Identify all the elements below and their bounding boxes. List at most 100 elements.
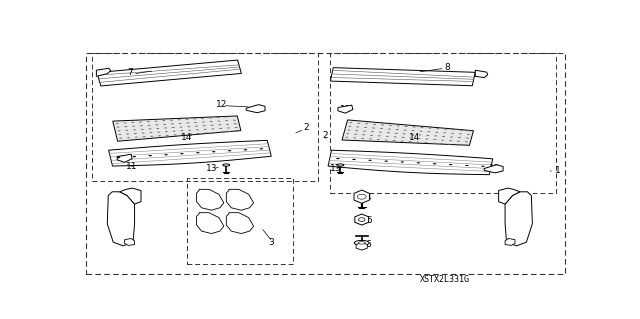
Ellipse shape bbox=[157, 132, 160, 133]
Ellipse shape bbox=[228, 150, 231, 152]
Ellipse shape bbox=[412, 130, 415, 131]
Ellipse shape bbox=[173, 131, 175, 132]
Ellipse shape bbox=[212, 151, 216, 152]
Polygon shape bbox=[356, 243, 367, 250]
Ellipse shape bbox=[377, 139, 380, 140]
Ellipse shape bbox=[363, 130, 366, 132]
Ellipse shape bbox=[125, 130, 128, 131]
Ellipse shape bbox=[143, 136, 145, 137]
Ellipse shape bbox=[403, 133, 406, 134]
Ellipse shape bbox=[428, 128, 431, 129]
Ellipse shape bbox=[426, 138, 428, 139]
Text: 11: 11 bbox=[126, 161, 138, 171]
Polygon shape bbox=[505, 192, 532, 246]
Ellipse shape bbox=[355, 130, 358, 131]
Ellipse shape bbox=[141, 129, 144, 130]
Ellipse shape bbox=[195, 126, 198, 127]
Polygon shape bbox=[125, 239, 134, 245]
Ellipse shape bbox=[426, 135, 429, 136]
Ellipse shape bbox=[440, 143, 443, 144]
Ellipse shape bbox=[353, 137, 356, 138]
Ellipse shape bbox=[196, 129, 199, 130]
Ellipse shape bbox=[148, 129, 152, 130]
Ellipse shape bbox=[118, 130, 120, 131]
Ellipse shape bbox=[150, 136, 154, 137]
Ellipse shape bbox=[140, 125, 143, 126]
Text: 8: 8 bbox=[444, 63, 450, 72]
Ellipse shape bbox=[370, 135, 373, 136]
Ellipse shape bbox=[244, 149, 247, 150]
Polygon shape bbox=[108, 192, 134, 246]
Text: 6: 6 bbox=[366, 240, 372, 249]
Ellipse shape bbox=[205, 132, 207, 134]
Text: 1: 1 bbox=[555, 167, 561, 175]
Ellipse shape bbox=[204, 129, 207, 130]
Polygon shape bbox=[97, 68, 111, 76]
Ellipse shape bbox=[449, 164, 452, 165]
Ellipse shape bbox=[402, 137, 404, 138]
Polygon shape bbox=[109, 140, 271, 166]
Ellipse shape bbox=[373, 124, 376, 125]
Ellipse shape bbox=[466, 137, 469, 138]
Ellipse shape bbox=[118, 134, 122, 135]
Ellipse shape bbox=[126, 133, 129, 134]
Ellipse shape bbox=[119, 137, 122, 138]
Ellipse shape bbox=[388, 129, 391, 130]
Ellipse shape bbox=[180, 127, 182, 128]
Polygon shape bbox=[227, 189, 253, 210]
Ellipse shape bbox=[124, 122, 127, 123]
Ellipse shape bbox=[188, 126, 190, 127]
Ellipse shape bbox=[417, 138, 420, 139]
Ellipse shape bbox=[395, 133, 397, 134]
Ellipse shape bbox=[401, 141, 404, 142]
Ellipse shape bbox=[410, 134, 413, 135]
Ellipse shape bbox=[436, 128, 439, 129]
Ellipse shape bbox=[186, 119, 189, 120]
Text: 4: 4 bbox=[366, 193, 371, 203]
Ellipse shape bbox=[154, 121, 157, 122]
Ellipse shape bbox=[219, 128, 222, 129]
Ellipse shape bbox=[364, 127, 367, 128]
Ellipse shape bbox=[124, 126, 127, 127]
Polygon shape bbox=[354, 190, 369, 203]
Ellipse shape bbox=[385, 139, 388, 140]
Polygon shape bbox=[328, 150, 493, 175]
Text: 2: 2 bbox=[323, 131, 328, 140]
Polygon shape bbox=[338, 105, 353, 113]
Ellipse shape bbox=[457, 141, 460, 142]
Ellipse shape bbox=[116, 157, 120, 158]
Ellipse shape bbox=[196, 152, 200, 153]
Ellipse shape bbox=[433, 139, 436, 140]
Ellipse shape bbox=[441, 140, 444, 141]
Ellipse shape bbox=[413, 127, 415, 128]
Ellipse shape bbox=[389, 125, 392, 126]
Ellipse shape bbox=[397, 125, 400, 126]
Ellipse shape bbox=[465, 141, 468, 142]
Ellipse shape bbox=[188, 130, 191, 131]
Ellipse shape bbox=[235, 127, 237, 128]
Polygon shape bbox=[476, 70, 488, 78]
Polygon shape bbox=[246, 105, 265, 113]
Ellipse shape bbox=[163, 120, 165, 121]
Ellipse shape bbox=[171, 123, 174, 124]
Ellipse shape bbox=[432, 143, 435, 144]
Ellipse shape bbox=[173, 134, 177, 135]
Ellipse shape bbox=[349, 122, 352, 123]
Ellipse shape bbox=[393, 140, 396, 141]
Ellipse shape bbox=[468, 130, 471, 131]
Ellipse shape bbox=[346, 133, 349, 134]
Ellipse shape bbox=[408, 141, 412, 142]
Ellipse shape bbox=[218, 121, 220, 122]
Ellipse shape bbox=[218, 124, 221, 125]
Polygon shape bbox=[499, 188, 520, 204]
Ellipse shape bbox=[348, 126, 351, 127]
Text: 13: 13 bbox=[205, 164, 217, 173]
Ellipse shape bbox=[354, 134, 357, 135]
Text: 5: 5 bbox=[366, 216, 372, 225]
Ellipse shape bbox=[194, 122, 197, 123]
Ellipse shape bbox=[481, 166, 484, 167]
Bar bbox=[187, 178, 293, 264]
Ellipse shape bbox=[365, 123, 368, 124]
Polygon shape bbox=[196, 189, 224, 210]
Ellipse shape bbox=[197, 133, 200, 134]
